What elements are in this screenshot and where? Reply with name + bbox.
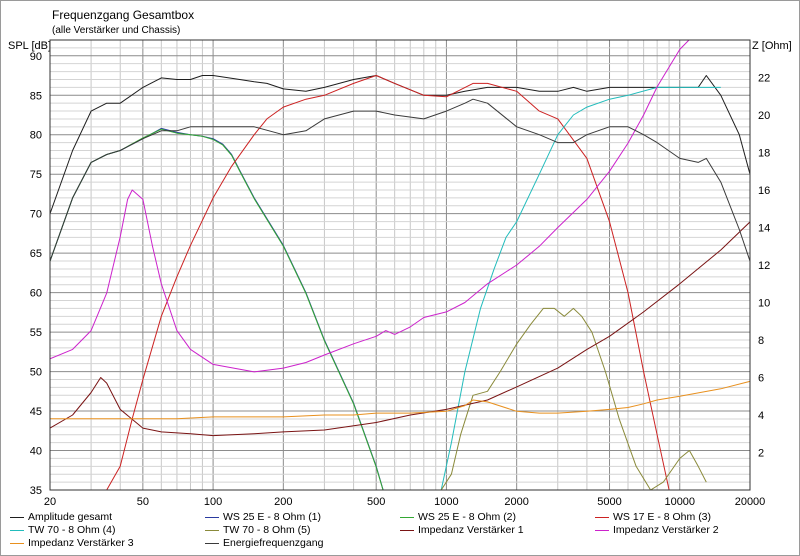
y-left-tick-label: 65 <box>30 248 42 260</box>
legend-swatch <box>10 529 24 531</box>
legend-swatch <box>10 542 24 544</box>
y-right-tick-label: 16 <box>758 185 770 197</box>
x-tick-label: 5000 <box>597 496 621 508</box>
tick-labels: 20 50 100 200 500 1000 2000 5000 10000 20000 35 40 4… <box>30 51 771 508</box>
legend-label: WS 25 E - 8 Ohm (2) <box>418 511 517 523</box>
x-tick-label: 100 <box>204 496 222 508</box>
x-tick-label: 1000 <box>434 496 458 508</box>
x-tick-label: 50 <box>137 496 149 508</box>
y-right-tick-label: 22 <box>758 73 770 85</box>
legend-item: Impedanz Verstärker 1 <box>400 524 524 536</box>
legend-swatch <box>10 516 24 518</box>
x-tick-label: 10000 <box>664 496 695 508</box>
series-line-4 <box>106 75 670 490</box>
legend-swatch <box>400 516 414 518</box>
y-left-tick-label: 35 <box>30 485 42 497</box>
y-right-tick-label: 6 <box>758 373 764 385</box>
y-right-tick-label: 14 <box>758 223 770 235</box>
x-tick-label: 500 <box>367 496 385 508</box>
y-left-tick-label: 80 <box>30 130 42 142</box>
legend-swatch <box>595 529 609 531</box>
x-tick-label: 2000 <box>504 496 528 508</box>
legend-item: Impedanz Verstärker 3 <box>10 537 134 549</box>
series-line-10 <box>50 98 750 262</box>
x-tick-label: 20 <box>44 496 56 508</box>
y-left-tick-label: 45 <box>30 406 42 418</box>
legend-label: TW 70 - 8 Ohm (5) <box>223 524 311 536</box>
series-line-5 <box>440 86 721 490</box>
legend-label: WS 17 E - 8 Ohm (3) <box>613 511 712 523</box>
series-line-2 <box>50 127 384 490</box>
series-line-6 <box>440 307 707 490</box>
legend-item: Impedanz Verstärker 2 <box>595 524 719 536</box>
legend-label: Energiefrequenzgang <box>223 537 324 549</box>
legend-label: Impedanz Verstärker 3 <box>28 537 134 549</box>
legend-item: Amplitude gesamt <box>10 511 112 523</box>
legend-item: TW 70 - 8 Ohm (5) <box>205 524 311 536</box>
y-left-tick-label: 55 <box>30 327 42 339</box>
legend-swatch <box>400 529 414 531</box>
y-right-tick-label: 20 <box>758 110 770 122</box>
legend-item: Energiefrequenzgang <box>205 537 323 549</box>
y-axis-right-label: Z [Ohm] <box>752 40 792 52</box>
series-line-3 <box>50 128 384 490</box>
series-line-8 <box>50 40 690 373</box>
chart-subtitle: (alle Verstärker und Chassis) <box>52 25 181 36</box>
y-right-tick-label: 2 <box>758 448 764 460</box>
y-left-tick-label: 40 <box>30 446 42 458</box>
chart-title: Frequenzgang Gesamtbox <box>52 8 195 22</box>
legend-swatch <box>595 516 609 518</box>
x-tick-label: 200 <box>274 496 292 508</box>
y-left-tick-label: 85 <box>30 90 42 102</box>
legend-label: TW 70 - 8 Ohm (4) <box>28 524 116 536</box>
y-right-tick-label: 18 <box>758 148 770 160</box>
series-lines <box>50 40 750 490</box>
series-line-7 <box>50 221 750 437</box>
chart-plot: 20 50 100 200 500 1000 2000 5000 10000 20000 35 40 4… <box>30 39 771 508</box>
x-tick-label: 20000 <box>735 496 766 508</box>
legend-item: TW 70 - 8 Ohm (4) <box>10 524 116 536</box>
y-left-tick-label: 90 <box>30 51 42 63</box>
legend-label: Amplitude gesamt <box>28 511 113 523</box>
y-left-tick-label: 75 <box>30 169 42 181</box>
legend-item: WS 17 E - 8 Ohm (3) <box>595 511 711 523</box>
legend-item: WS 25 E - 8 Ohm (2) <box>400 511 516 523</box>
grid <box>49 39 751 491</box>
y-right-tick-label: 8 <box>758 335 764 347</box>
y-left-tick-label: 70 <box>30 209 42 221</box>
plot-border <box>49 39 751 491</box>
legend-swatch <box>205 516 219 518</box>
legend-item: WS 25 E - 8 Ohm (1) <box>205 511 321 523</box>
y-left-tick-label: 60 <box>30 288 42 300</box>
legend-swatch <box>205 542 219 544</box>
legend-label: Impedanz Verstärker 2 <box>613 524 719 536</box>
y-right-tick-label: 12 <box>758 260 770 272</box>
legend-label: WS 25 E - 8 Ohm (1) <box>223 511 322 523</box>
y-axis-left-label: SPL [dB] <box>8 40 52 52</box>
legend-swatch <box>205 529 219 531</box>
y-right-tick-label: 10 <box>758 298 770 310</box>
y-right-tick-label: 4 <box>758 410 764 422</box>
legend: Amplitude gesamt WS 25 E - 8 Ohm (1) WS 25… <box>10 511 790 553</box>
legend-label: Impedanz Verstärker 1 <box>418 524 524 536</box>
y-left-tick-label: 50 <box>30 367 42 379</box>
series-line-9 <box>50 380 750 420</box>
series-line-1 <box>50 75 750 214</box>
